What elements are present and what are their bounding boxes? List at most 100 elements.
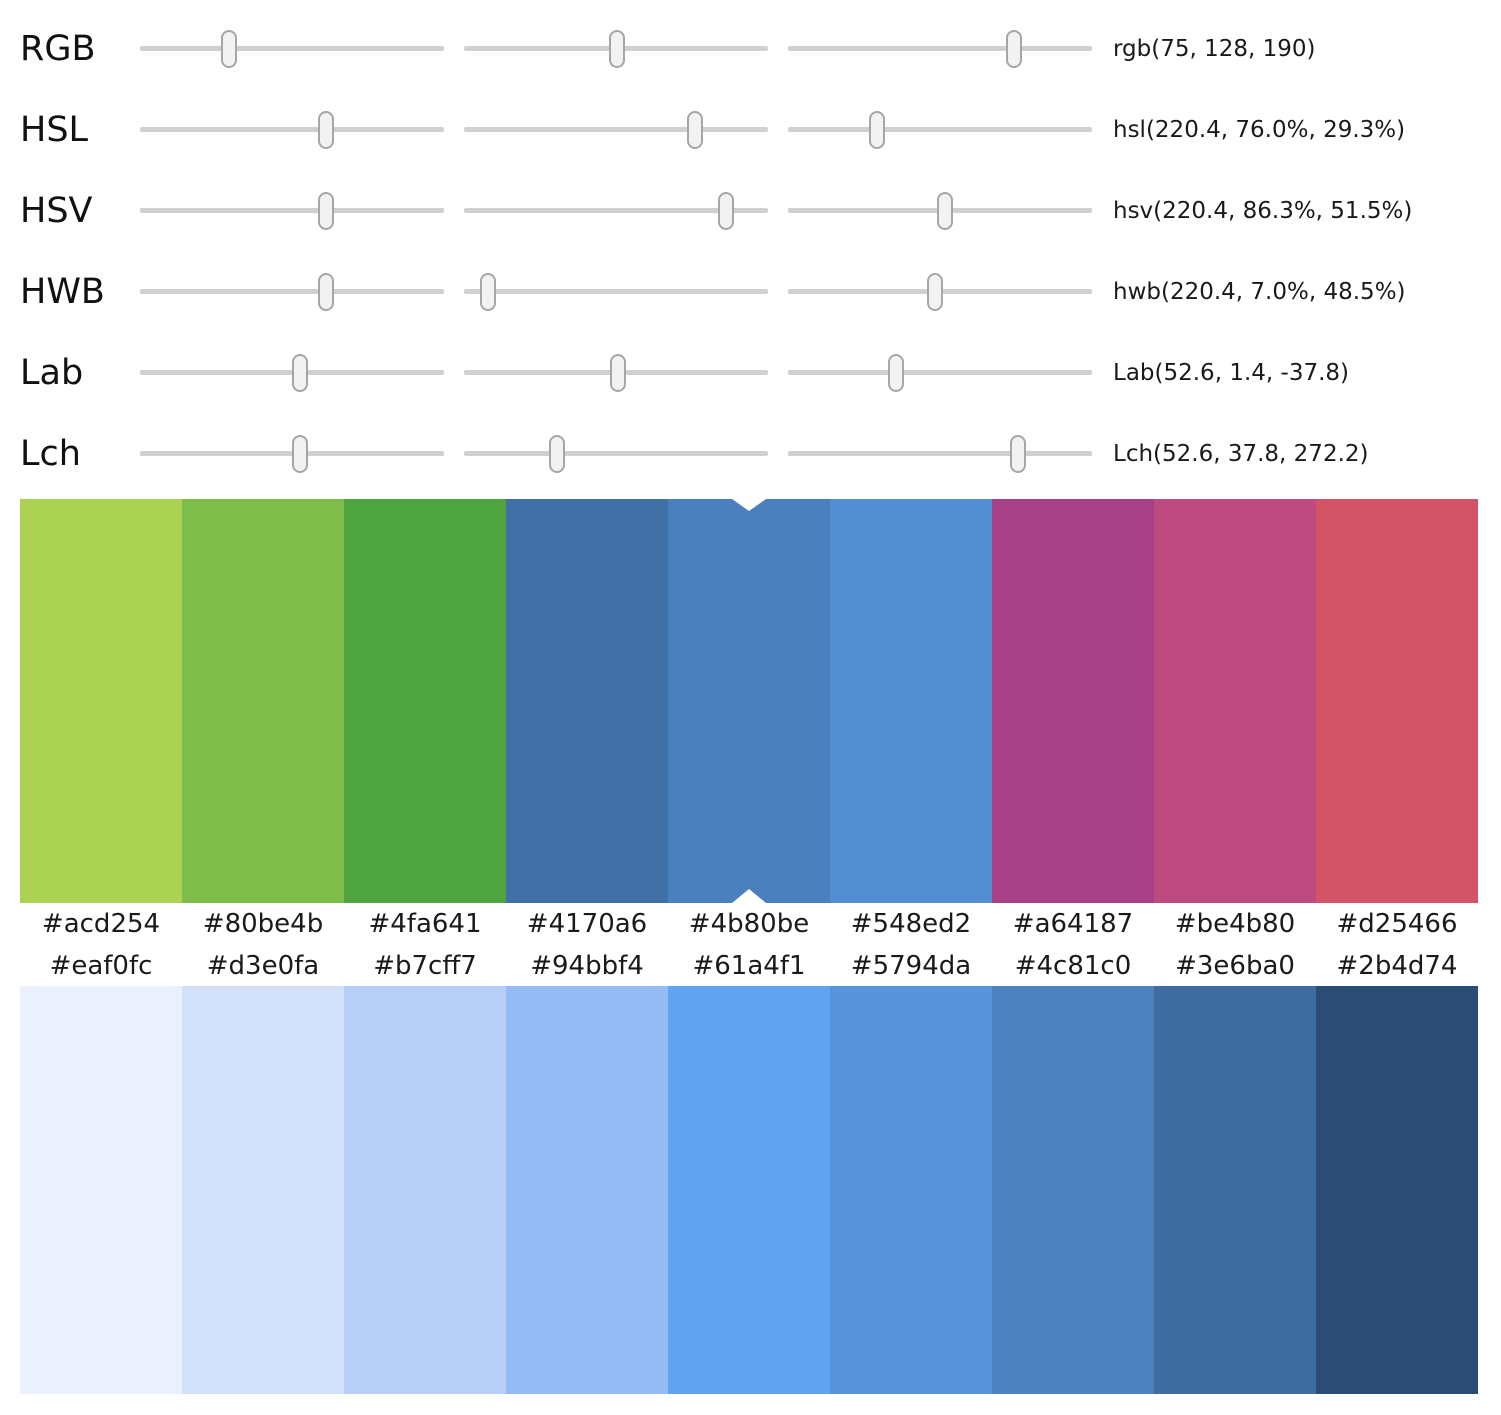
swatch-3e6ba0[interactable]	[1154, 986, 1316, 1394]
slider-track[interactable]	[464, 289, 768, 294]
hex-label: #61a4f1	[692, 950, 806, 981]
hex-label: #94bbf4	[530, 950, 644, 981]
slider-row-rgb: RGB rgb(75, 128, 190)	[20, 8, 1501, 89]
slider-thumb[interactable]	[318, 272, 335, 311]
slider-thumb[interactable]	[291, 353, 308, 392]
slider-track[interactable]	[140, 46, 444, 51]
hex-label: #d25466	[1336, 909, 1458, 939]
swatch-eaf0fc[interactable]	[20, 986, 182, 1394]
slider-thumb[interactable]	[1009, 434, 1026, 473]
color-value-rgb: rgb(75, 128, 190)	[1113, 35, 1316, 62]
slider-thumb[interactable]	[927, 272, 944, 311]
slider-thumb[interactable]	[221, 29, 238, 68]
swatch-4fa641[interactable]	[344, 499, 506, 903]
model-label-lch: Lch	[20, 433, 81, 474]
lch-slider-2[interactable]	[788, 434, 1092, 474]
swatch-be4b80[interactable]	[1154, 499, 1316, 903]
color-value-lch: Lch(52.6, 37.8, 272.2)	[1113, 440, 1369, 467]
slider-thumb[interactable]	[608, 29, 625, 68]
hsv-slider-0[interactable]	[140, 191, 444, 231]
swatch-2b4d74[interactable]	[1316, 986, 1478, 1394]
slider-track[interactable]	[140, 208, 444, 213]
swatch-94bbf4[interactable]	[506, 986, 668, 1394]
lch-slider-0[interactable]	[140, 434, 444, 474]
hex-label: #4c81c0	[1014, 950, 1132, 981]
lch-slider-1[interactable]	[464, 434, 768, 474]
rgb-slider-0[interactable]	[140, 29, 444, 69]
hwb-slider-1[interactable]	[464, 272, 768, 312]
hex-label: #acd254	[41, 909, 161, 939]
lab-slider-1[interactable]	[464, 353, 768, 393]
swatch-80be4b[interactable]	[182, 499, 344, 903]
slider-thumb[interactable]	[936, 191, 953, 230]
hex-label: #d3e0fa	[206, 950, 320, 981]
slider-track[interactable]	[464, 127, 768, 132]
swatch-a64187[interactable]	[992, 499, 1154, 903]
slider-thumb[interactable]	[549, 434, 566, 473]
hsl-slider-1[interactable]	[464, 110, 768, 150]
slider-thumb[interactable]	[1006, 29, 1023, 68]
hex-label: #be4b80	[1174, 909, 1296, 939]
swatch-d3e0fa[interactable]	[182, 986, 344, 1394]
swatch-4c81c0[interactable]	[992, 986, 1154, 1394]
hex-label: #a64187	[1012, 909, 1134, 939]
selected-notch-up-icon	[732, 889, 766, 903]
hex-label: #548ed2	[850, 909, 972, 939]
slider-thumb[interactable]	[610, 353, 627, 392]
hsl-slider-2[interactable]	[788, 110, 1092, 150]
slider-row-hwb: HWB hwb(220.4, 7.0%, 48.5%)	[20, 251, 1501, 332]
hex-label: #5794da	[850, 950, 972, 981]
hwb-slider-0[interactable]	[140, 272, 444, 312]
hwb-slider-2[interactable]	[788, 272, 1092, 312]
slider-thumb[interactable]	[480, 272, 497, 311]
slider-thumb[interactable]	[718, 191, 735, 230]
slider-thumb[interactable]	[291, 434, 308, 473]
slider-track[interactable]	[788, 127, 1092, 132]
slider-track[interactable]	[140, 289, 444, 294]
slider-row-hsv: HSV hsv(220.4, 86.3%, 51.5%)	[20, 170, 1501, 251]
model-label-rgb: RGB	[20, 28, 96, 69]
hsv-slider-1[interactable]	[464, 191, 768, 231]
swatch-4170a6[interactable]	[506, 499, 668, 903]
slider-thumb[interactable]	[869, 110, 886, 149]
hsv-slider-2[interactable]	[788, 191, 1092, 231]
lab-slider-0[interactable]	[140, 353, 444, 393]
slider-section: RGB rgb(75, 128, 190) HSL hsl(220.4, 76.0%,…	[0, 0, 1501, 494]
slider-track[interactable]	[788, 451, 1092, 456]
hex-label: #80be4b	[202, 909, 324, 939]
slider-thumb[interactable]	[318, 110, 335, 149]
hsl-slider-0[interactable]	[140, 110, 444, 150]
color-value-lab: Lab(52.6, 1.4, -37.8)	[1113, 359, 1349, 386]
slider-track[interactable]	[788, 46, 1092, 51]
swatch-4b80be[interactable]	[668, 499, 830, 903]
lab-slider-2[interactable]	[788, 353, 1092, 393]
swatch-acd254[interactable]	[20, 499, 182, 903]
swatch-b7cff7[interactable]	[344, 986, 506, 1394]
scheme-hex-labels: #acd254 #80be4b #4fa641 #4170a6 #4b80be #548e…	[20, 903, 1478, 945]
swatch-d25466[interactable]	[1316, 499, 1478, 903]
model-label-hsl: HSL	[20, 109, 89, 150]
model-label-lab: Lab	[20, 352, 84, 393]
color-value-hsv: hsv(220.4, 86.3%, 51.5%)	[1113, 197, 1413, 224]
model-label-hsv: HSV	[20, 190, 93, 231]
swatch-5794da[interactable]	[830, 986, 992, 1394]
scheme-palette	[20, 499, 1478, 903]
slider-track[interactable]	[464, 208, 768, 213]
rgb-slider-1[interactable]	[464, 29, 768, 69]
slider-thumb[interactable]	[887, 353, 904, 392]
swatch-548ed2[interactable]	[830, 499, 992, 903]
hex-label: #4170a6	[526, 909, 648, 939]
slider-track[interactable]	[464, 451, 768, 456]
slider-track[interactable]	[140, 127, 444, 132]
slider-thumb[interactable]	[687, 110, 704, 149]
hex-label: #3e6ba0	[1175, 950, 1295, 981]
hex-label: #eaf0fc	[49, 950, 153, 981]
slider-track[interactable]	[788, 370, 1092, 375]
rgb-slider-2[interactable]	[788, 29, 1092, 69]
slider-thumb[interactable]	[318, 191, 335, 230]
selected-notch-down-icon	[732, 499, 766, 511]
color-value-hsl: hsl(220.4, 76.0%, 29.3%)	[1113, 116, 1406, 143]
hex-label: #2b4d74	[1336, 950, 1458, 981]
swatch-61a4f1[interactable]	[668, 986, 830, 1394]
